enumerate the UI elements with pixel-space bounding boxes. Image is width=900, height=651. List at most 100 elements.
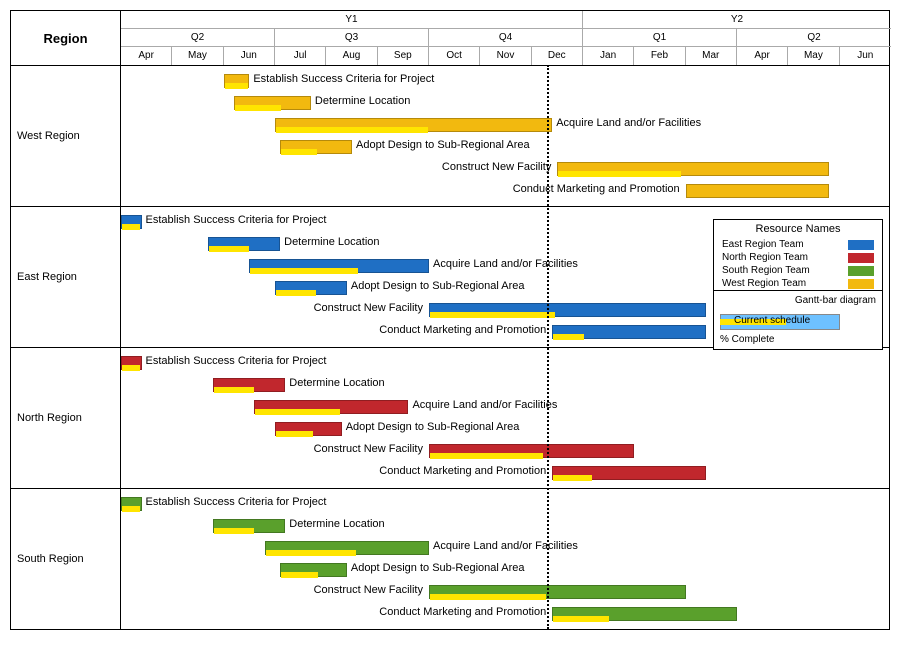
task-progress	[122, 224, 140, 230]
task-bar	[254, 400, 408, 414]
task-bar	[429, 444, 634, 458]
task-progress	[209, 246, 249, 252]
task-progress	[250, 268, 358, 274]
task-label: Establish Success Criteria for Project	[142, 496, 331, 508]
task-row: Establish Success Criteria for Project	[121, 70, 889, 92]
region-row: North RegionEstablish Success Criteria f…	[11, 348, 889, 489]
task-row: Conduct Marketing and Promotion	[121, 180, 889, 202]
task-bar	[265, 541, 429, 555]
legend-diagram-title: Gantt-bar diagram	[714, 290, 882, 310]
task-progress	[553, 334, 584, 340]
task-label: Conduct Marketing and Promotion	[375, 324, 550, 336]
task-row: Determine Location	[121, 374, 889, 396]
task-progress	[122, 506, 140, 512]
task-progress	[276, 431, 313, 437]
task-bar	[552, 325, 706, 339]
today-line	[547, 65, 549, 629]
task-bar	[280, 563, 347, 577]
legend-swatch	[848, 240, 874, 250]
task-bar	[249, 259, 429, 273]
task-bar	[234, 96, 311, 110]
task-row: Adopt Design to Sub-Regional Area	[121, 136, 889, 158]
task-label: Establish Success Criteria for Project	[142, 214, 331, 226]
task-label: Conduct Marketing and Promotion	[375, 606, 550, 618]
task-label: Construct New Facility	[310, 302, 427, 314]
task-bar	[121, 215, 142, 229]
task-progress	[276, 290, 316, 296]
task-label: Construct New Facility	[438, 161, 555, 173]
task-label: Adopt Design to Sub-Regional Area	[347, 562, 529, 574]
task-bar	[429, 303, 706, 317]
tasks-cell: Establish Success Criteria for Project De…	[121, 348, 889, 488]
task-label: Establish Success Criteria for Project	[249, 73, 438, 85]
task-bar	[280, 140, 352, 154]
task-label: Acquire Land and/or Facilities	[408, 399, 561, 411]
task-label: Adopt Design to Sub-Regional Area	[342, 421, 524, 433]
timeline-cell: Q1	[583, 29, 737, 46]
task-bar	[429, 585, 686, 599]
timeline-cell: Y2	[583, 11, 891, 28]
task-row: Adopt Design to Sub-Regional Area	[121, 559, 889, 581]
legend-complete-label: % Complete	[714, 334, 882, 349]
task-progress	[122, 365, 140, 371]
legend-title: Resource Names	[714, 220, 882, 238]
task-progress	[553, 616, 608, 622]
region-label: East Region	[11, 207, 121, 347]
task-progress	[430, 594, 546, 600]
task-progress	[214, 387, 254, 393]
task-progress	[255, 409, 340, 415]
legend-item: East Region Team	[714, 238, 882, 251]
task-row: Establish Success Criteria for Project	[121, 493, 889, 515]
task-row: Determine Location	[121, 515, 889, 537]
task-bar	[686, 184, 830, 198]
task-progress	[430, 312, 555, 318]
task-label: Acquire Land and/or Facilities	[552, 117, 705, 129]
task-progress	[558, 171, 680, 177]
task-label: Construct New Facility	[310, 584, 427, 596]
tasks-cell: Establish Success Criteria for Project De…	[121, 489, 889, 629]
task-label: Determine Location	[280, 236, 383, 248]
legend-label: West Region Team	[722, 278, 806, 289]
task-bar	[275, 281, 347, 295]
tasks-cell: Establish Success Criteria for ProjectDe…	[121, 66, 889, 206]
timeline-cell: Sep	[378, 47, 429, 65]
header: Region Y1Y2Q2Q3Q4Q1Q2AprMayJunJulAugSepO…	[11, 11, 889, 66]
legend-item: West Region Team	[714, 277, 882, 290]
timeline-cell: Jul	[275, 47, 326, 65]
task-progress	[214, 528, 254, 534]
task-label: Acquire Land and/or Facilities	[429, 258, 582, 270]
task-row: Construct New Facility	[121, 581, 889, 603]
timeline-cell: Jun	[840, 47, 891, 65]
timeline-cell: Mar	[686, 47, 737, 65]
timeline-cell: May	[172, 47, 223, 65]
legend-label: South Region Team	[722, 265, 810, 276]
task-label: Adopt Design to Sub-Regional Area	[352, 139, 534, 151]
timeline-cell: Q2	[737, 29, 891, 46]
timeline-cell: Oct	[429, 47, 480, 65]
timeline-cell: Q2	[121, 29, 275, 46]
task-bar	[224, 74, 250, 88]
legend-label: North Region Team	[722, 252, 808, 263]
task-row: Acquire Land and/or Facilities	[121, 114, 889, 136]
task-row: Conduct Marketing and Promotion	[121, 603, 889, 625]
task-bar	[552, 466, 706, 480]
timeline-cell: Apr	[121, 47, 172, 65]
region-label: West Region	[11, 66, 121, 206]
timeline-cell: Q3	[275, 29, 429, 46]
task-bar	[275, 118, 552, 132]
task-row: Conduct Marketing and Promotion	[121, 462, 889, 484]
task-label: Establish Success Criteria for Project	[142, 355, 331, 367]
task-row: Construct New Facility	[121, 158, 889, 180]
task-progress	[553, 475, 592, 481]
task-bar	[121, 497, 142, 511]
timeline-cell: Aug	[326, 47, 377, 65]
task-label: Conduct Marketing and Promotion	[375, 465, 550, 477]
task-bar	[275, 422, 342, 436]
timeline-cell: Q4	[429, 29, 583, 46]
task-progress	[281, 149, 317, 155]
task-progress	[225, 83, 248, 89]
task-progress	[276, 127, 428, 133]
task-row: Acquire Land and/or Facilities	[121, 537, 889, 559]
region-label: North Region	[11, 348, 121, 488]
task-label: Conduct Marketing and Promotion	[509, 183, 684, 195]
